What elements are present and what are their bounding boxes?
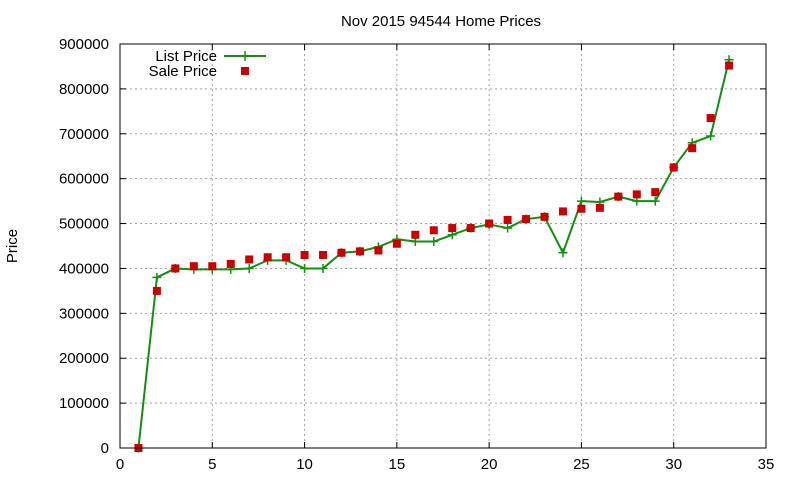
data-point-sale-price xyxy=(152,286,161,295)
data-point-sale-price xyxy=(208,262,217,271)
data-point-sale-price xyxy=(392,239,401,248)
x-tick-label: 25 xyxy=(573,456,590,473)
data-point-sale-price xyxy=(725,61,734,70)
data-point-list-price xyxy=(429,237,439,247)
data-point-list-price xyxy=(503,223,513,233)
series-sale-price xyxy=(134,61,734,452)
x-tick-label: 30 xyxy=(665,456,682,473)
data-point-list-price xyxy=(650,196,660,206)
data-point-sale-price xyxy=(374,246,383,255)
data-point-list-price xyxy=(318,263,328,273)
data-point-sale-price xyxy=(245,255,254,264)
data-point-sale-price xyxy=(337,248,346,257)
y-axis-label: Price xyxy=(4,229,21,263)
y-tick-label: 500000 xyxy=(59,216,109,233)
legend-label-sale-price: Sale Price xyxy=(149,63,217,80)
x-tick-label: 35 xyxy=(758,456,775,473)
data-point-sale-price xyxy=(632,190,641,199)
data-point-sale-price xyxy=(448,224,457,233)
data-point-list-price xyxy=(152,272,162,282)
data-point-sale-price xyxy=(651,188,660,197)
data-point-list-price xyxy=(300,263,310,273)
data-point-sale-price xyxy=(558,207,567,216)
series-line-list-price xyxy=(137,59,731,449)
series-list-price xyxy=(133,55,734,453)
x-tick-label: 20 xyxy=(481,456,498,473)
data-point-sale-price xyxy=(300,250,309,259)
data-point-sale-price xyxy=(319,250,328,259)
x-tick-label: 0 xyxy=(116,456,124,473)
plot-frame xyxy=(119,43,767,449)
data-point-sale-price xyxy=(429,226,438,235)
data-point-list-price xyxy=(706,131,716,141)
legend: List Price Sale Price xyxy=(149,48,266,80)
x-tick-label: 5 xyxy=(208,456,216,473)
x-tick-label: 10 xyxy=(296,456,313,473)
data-point-list-price xyxy=(558,248,568,258)
data-point-list-price xyxy=(244,263,254,273)
y-tick-label: 100000 xyxy=(59,395,109,412)
data-point-sale-price xyxy=(485,219,494,228)
legend-swatch-sale-price xyxy=(241,67,249,75)
data-point-sale-price xyxy=(595,203,604,212)
y-tick-label: 800000 xyxy=(59,81,109,98)
grid xyxy=(120,44,766,448)
data-point-sale-price xyxy=(577,204,586,213)
axis-ticks: 0 100000 200000 300000 400000 500000 600000 700… xyxy=(59,36,774,473)
data-point-sale-price xyxy=(466,224,475,233)
data-point-sale-price xyxy=(171,264,180,273)
y-tick-label: 200000 xyxy=(59,350,109,367)
data-point-list-price xyxy=(576,196,586,206)
series-layer xyxy=(133,55,734,453)
data-point-sale-price xyxy=(706,114,715,123)
data-point-sale-price xyxy=(282,253,291,262)
data-point-sale-price xyxy=(226,259,235,268)
data-point-sale-price xyxy=(522,215,531,224)
legend-marker-list-price xyxy=(240,51,250,61)
chart-title: Nov 2015 94544 Home Prices xyxy=(341,13,541,30)
y-tick-label: 0 xyxy=(101,440,109,457)
y-tick-label: 400000 xyxy=(59,260,109,277)
data-point-sale-price xyxy=(540,212,549,221)
data-point-sale-price xyxy=(614,192,623,201)
legend-label-list-price: List Price xyxy=(155,48,217,65)
y-tick-label: 600000 xyxy=(59,171,109,188)
x-tick-label: 15 xyxy=(389,456,406,473)
y-tick-label: 900000 xyxy=(59,36,109,53)
data-point-sale-price xyxy=(669,163,678,172)
data-point-sale-price xyxy=(263,253,272,262)
data-point-sale-price xyxy=(688,144,697,153)
data-point-sale-price xyxy=(411,230,420,239)
y-tick-label: 700000 xyxy=(59,126,109,143)
data-point-sale-price xyxy=(189,262,198,271)
data-point-sale-price xyxy=(503,215,512,224)
y-tick-label: 300000 xyxy=(59,305,109,322)
data-point-sale-price xyxy=(355,247,364,256)
